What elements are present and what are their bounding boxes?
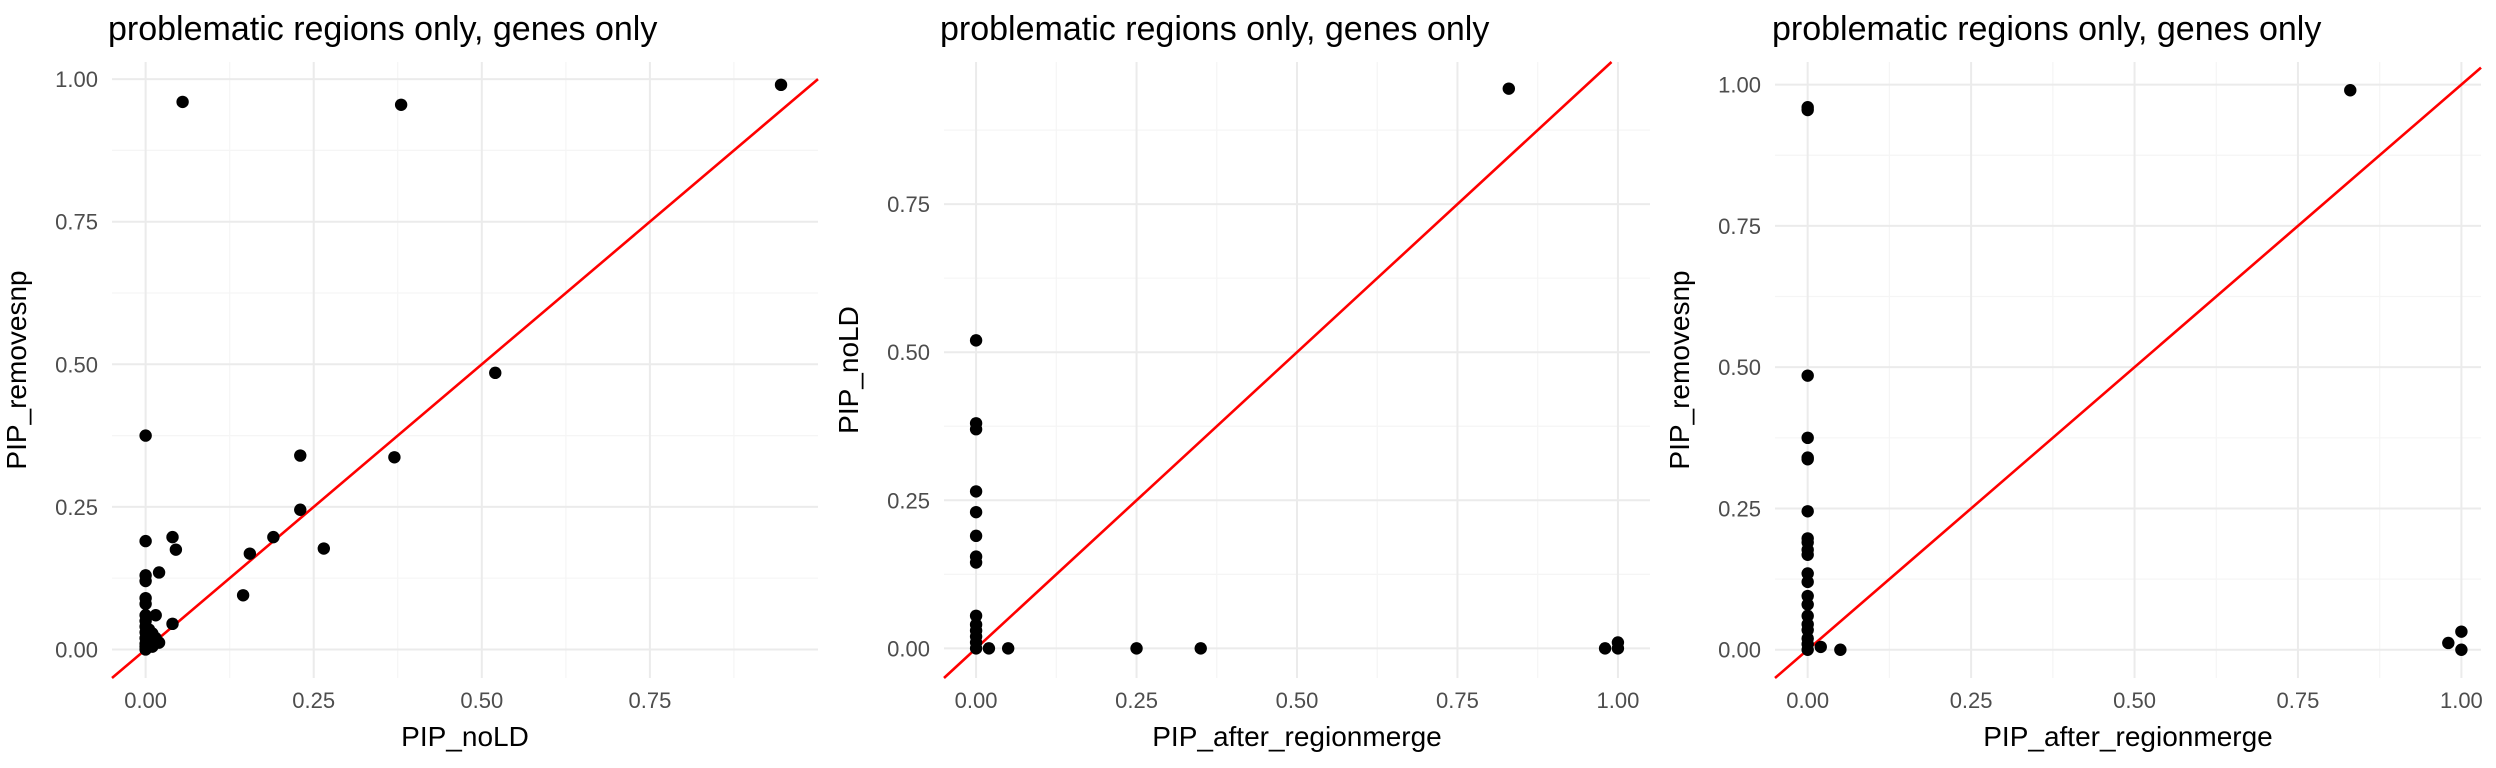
data-point [1801, 369, 1814, 382]
y-tick-label: 0.75 [887, 192, 930, 217]
data-point [1801, 589, 1814, 603]
data-point [139, 597, 152, 611]
y-tick-label: 0.00 [55, 637, 98, 662]
data-point [969, 556, 983, 569]
data-point [969, 529, 983, 543]
y-tick-label: 0.25 [55, 495, 98, 520]
y-tick-label: 0.25 [1718, 496, 1761, 521]
y-tick-label: 0.00 [887, 636, 930, 661]
data-point [1814, 640, 1827, 654]
x-tick-label: 0.50 [460, 688, 503, 713]
reference-line [943, 61, 1613, 679]
data-point [2344, 84, 2357, 97]
data-point [1801, 548, 1814, 561]
data-point [139, 429, 152, 442]
data-point [294, 449, 307, 462]
data-point [1130, 642, 1143, 655]
data-point [1001, 642, 1015, 655]
data-point [166, 530, 179, 544]
data-point [2455, 625, 2468, 638]
y-tick-label: 0.50 [55, 352, 98, 377]
x-axis-label: PIP_after_regionmerge [1983, 721, 2273, 752]
y-tick-label: 0.75 [55, 210, 98, 235]
data-point [969, 423, 983, 436]
data-point [1834, 643, 1847, 656]
data-point [1801, 103, 1814, 117]
scatter-panel-3: 0.00 0.25 0.50 0.75 1.00 0.00 0.25 0.50 0.75 1.00… [1664, 10, 2483, 752]
data-point [1801, 431, 1814, 445]
data-point [1598, 642, 1612, 655]
data-point [152, 566, 166, 579]
data-point [969, 485, 983, 498]
x-tick-label: 0.00 [955, 688, 998, 713]
x-tick-label: 1.00 [2440, 688, 2483, 713]
x-tick-label: 0.75 [2277, 688, 2320, 713]
x-tick-label: 1.00 [1596, 688, 1639, 713]
data-point [139, 534, 152, 548]
x-tick-label: 0.25 [1115, 688, 1158, 713]
data-point [969, 505, 983, 519]
data-point [1502, 82, 1516, 95]
data-point [1801, 643, 1814, 656]
y-tick-label: 1.00 [55, 67, 98, 92]
x-tick-label: 0.50 [2113, 688, 2156, 713]
chart-title: problematic regions only, genes only [1772, 10, 2321, 48]
data-point [1801, 623, 1814, 637]
data-point [149, 609, 162, 622]
data-point [176, 95, 189, 109]
data-point [1801, 505, 1814, 518]
reference-line [1774, 66, 2482, 679]
data-point [2442, 636, 2455, 650]
data-point [982, 642, 996, 655]
scatter-panel-2: 0.00 0.25 0.50 0.75 1.00 0.00 0.25 0.50 0.75 PIP_… [833, 10, 1650, 752]
data-point [489, 366, 502, 380]
y-tick-label: 0.25 [887, 488, 930, 513]
x-axis-label: PIP_after_regionmerge [1152, 721, 1442, 752]
data-point [139, 574, 152, 588]
y-tick-label: 0.00 [1718, 638, 1761, 663]
data-point [969, 609, 983, 623]
y-axis-label: PIP_noLD [833, 306, 864, 434]
x-tick-label: 0.75 [628, 688, 671, 713]
y-axis-label: PIP_removesnp [1664, 270, 1695, 469]
data-point [2455, 643, 2468, 656]
data-point [394, 98, 408, 111]
x-tick-label: 0.75 [1436, 688, 1479, 713]
chart-title: problematic regions only, genes only [940, 10, 1489, 48]
data-point [294, 503, 307, 516]
data-point [267, 530, 280, 544]
y-tick-label: 0.50 [1718, 355, 1761, 380]
x-tick-label: 0.25 [292, 688, 335, 713]
y-axis-label: PIP_removesnp [1, 270, 32, 469]
data-point [243, 547, 257, 560]
y-tick-label: 0.75 [1718, 214, 1761, 239]
y-tick-label: 0.50 [887, 340, 930, 365]
data-point [166, 617, 179, 631]
data-point [139, 643, 152, 656]
data-point [317, 542, 330, 555]
data-point [1801, 567, 1814, 580]
x-tick-label: 0.50 [1276, 688, 1319, 713]
x-axis-label: PIP_noLD [401, 721, 529, 752]
data-point [774, 78, 788, 92]
data-point [969, 642, 983, 655]
data-point [236, 589, 250, 602]
data-point [1801, 453, 1814, 466]
data-point [969, 334, 983, 347]
x-tick-label: 0.25 [1950, 688, 1993, 713]
reference-line [111, 78, 819, 679]
data-point [169, 543, 183, 556]
scatter-panel-1: 0.00 0.25 0.50 0.75 0.00 0.25 0.50 0.75 1.00 PIP_… [1, 10, 819, 752]
chart-title: problematic regions only, genes only [108, 10, 657, 48]
y-tick-label: 1.00 [1718, 73, 1761, 98]
data-point [1611, 636, 1625, 649]
data-point [388, 451, 401, 464]
x-tick-label: 0.00 [124, 688, 167, 713]
data-point [1801, 575, 1814, 589]
data-point [1194, 642, 1207, 655]
data-point [1801, 598, 1814, 611]
x-tick-label: 0.00 [1786, 688, 1829, 713]
data-point [1801, 609, 1814, 623]
